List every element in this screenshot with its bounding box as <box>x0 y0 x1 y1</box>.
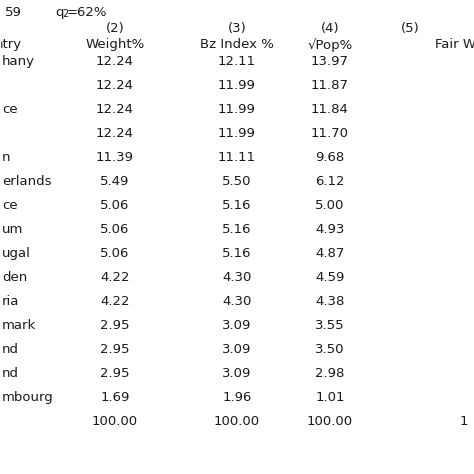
Text: 4.30: 4.30 <box>222 271 252 284</box>
Text: 6.12: 6.12 <box>315 175 345 188</box>
Text: ce: ce <box>2 199 18 212</box>
Text: q: q <box>55 6 64 19</box>
Text: 12.24: 12.24 <box>96 103 134 116</box>
Text: 3.55: 3.55 <box>315 319 345 332</box>
Text: (3): (3) <box>228 22 246 35</box>
Text: 100.00: 100.00 <box>92 415 138 428</box>
Text: 5.49: 5.49 <box>100 175 130 188</box>
Text: 11.39: 11.39 <box>96 151 134 164</box>
Text: um: um <box>2 223 23 236</box>
Text: 5.16: 5.16 <box>222 199 252 212</box>
Text: ugal: ugal <box>2 247 31 260</box>
Text: n: n <box>2 151 10 164</box>
Text: 4.87: 4.87 <box>315 247 345 260</box>
Text: 1: 1 <box>460 415 468 428</box>
Text: 5.06: 5.06 <box>100 199 130 212</box>
Text: 100.00: 100.00 <box>214 415 260 428</box>
Text: 4.59: 4.59 <box>315 271 345 284</box>
Text: 5.16: 5.16 <box>222 247 252 260</box>
Text: 5.06: 5.06 <box>100 247 130 260</box>
Text: nd: nd <box>2 367 19 380</box>
Text: 100.00: 100.00 <box>307 415 353 428</box>
Text: 13.97: 13.97 <box>311 55 349 68</box>
Text: 1.96: 1.96 <box>222 391 252 404</box>
Text: 2.95: 2.95 <box>100 343 130 356</box>
Text: 4.93: 4.93 <box>315 223 345 236</box>
Text: Weight%: Weight% <box>85 38 145 51</box>
Text: ce: ce <box>2 103 18 116</box>
Text: =62%: =62% <box>67 6 108 19</box>
Text: 5.06: 5.06 <box>100 223 130 236</box>
Text: hany: hany <box>2 55 35 68</box>
Text: 1.01: 1.01 <box>315 391 345 404</box>
Text: 3.09: 3.09 <box>222 319 252 332</box>
Text: 2: 2 <box>62 9 68 19</box>
Text: mbourg: mbourg <box>2 391 54 404</box>
Text: 11.99: 11.99 <box>218 103 256 116</box>
Text: Fair Weig: Fair Weig <box>435 38 474 51</box>
Text: ria: ria <box>2 295 19 308</box>
Text: 4.38: 4.38 <box>315 295 345 308</box>
Text: nd: nd <box>2 343 19 356</box>
Text: √Pop%: √Pop% <box>307 38 353 52</box>
Text: 3.50: 3.50 <box>315 343 345 356</box>
Text: 11.11: 11.11 <box>218 151 256 164</box>
Text: 11.99: 11.99 <box>218 79 256 92</box>
Text: 11.99: 11.99 <box>218 127 256 140</box>
Text: erlands: erlands <box>2 175 52 188</box>
Text: 2.95: 2.95 <box>100 367 130 380</box>
Text: 5.00: 5.00 <box>315 199 345 212</box>
Text: 5.16: 5.16 <box>222 223 252 236</box>
Text: 5.50: 5.50 <box>222 175 252 188</box>
Text: 12.24: 12.24 <box>96 55 134 68</box>
Text: ntry: ntry <box>0 38 22 51</box>
Text: 3.09: 3.09 <box>222 367 252 380</box>
Text: 3.09: 3.09 <box>222 343 252 356</box>
Text: 11.87: 11.87 <box>311 79 349 92</box>
Text: den: den <box>2 271 27 284</box>
Text: 12.24: 12.24 <box>96 127 134 140</box>
Text: (4): (4) <box>321 22 339 35</box>
Text: 11.70: 11.70 <box>311 127 349 140</box>
Text: 4.22: 4.22 <box>100 295 130 308</box>
Text: (2): (2) <box>106 22 124 35</box>
Text: 9.68: 9.68 <box>315 151 345 164</box>
Text: 2.98: 2.98 <box>315 367 345 380</box>
Text: Bz Index %: Bz Index % <box>200 38 274 51</box>
Text: (5): (5) <box>401 22 419 35</box>
Text: mark: mark <box>2 319 36 332</box>
Text: 59: 59 <box>5 6 22 19</box>
Text: 4.22: 4.22 <box>100 271 130 284</box>
Text: 2.95: 2.95 <box>100 319 130 332</box>
Text: 12.24: 12.24 <box>96 79 134 92</box>
Text: 4.30: 4.30 <box>222 295 252 308</box>
Text: 12.11: 12.11 <box>218 55 256 68</box>
Text: 11.84: 11.84 <box>311 103 349 116</box>
Text: 1.69: 1.69 <box>100 391 130 404</box>
